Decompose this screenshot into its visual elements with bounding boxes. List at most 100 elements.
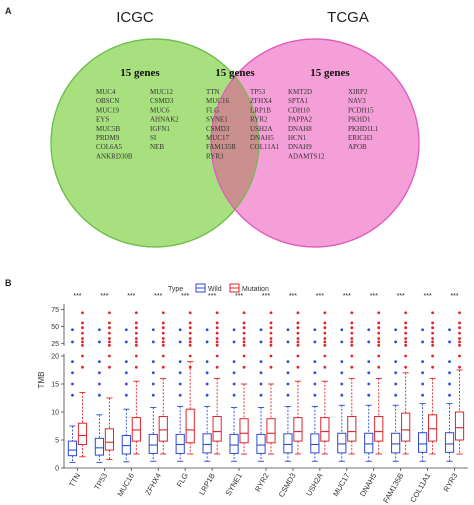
outlier-point [151, 340, 155, 344]
outlier-point [296, 340, 300, 344]
wild-outliers-USH2A [313, 328, 317, 397]
outlier-point [394, 328, 398, 332]
outlier-point [108, 331, 111, 335]
outlier-point [215, 340, 219, 344]
left-gene: SI [150, 134, 157, 142]
overlap-gene: COL11A1 [250, 143, 280, 151]
overlap-gene: MUC17 [206, 134, 229, 142]
box-wild-MUC17 [337, 404, 347, 462]
outlier-point [124, 328, 128, 332]
box-mutation-MUC16 [131, 380, 141, 455]
wild-outliers-MUC16 [124, 328, 128, 397]
outlier-point [269, 311, 273, 315]
outlier-point [350, 321, 354, 325]
right-gene: XIRP2 [348, 88, 368, 96]
mutation-outliers-TTN [81, 311, 84, 369]
outlier-point [323, 343, 327, 347]
outlier-point [134, 326, 138, 330]
significance-label: *** [100, 293, 108, 300]
mutation-outliers-ZFHX4 [161, 311, 165, 369]
outlier-point [188, 326, 192, 330]
box-mutation-USH2A [320, 380, 330, 455]
right-gene: DNAH9 [288, 143, 312, 151]
outlier-point [188, 365, 192, 369]
legend-title: Type [168, 286, 183, 293]
mutation-outliers-COL11A1 [431, 311, 434, 369]
right-gene: KMT2D [288, 88, 312, 96]
box-mutation-TP53 [104, 397, 115, 461]
outlier-point [313, 371, 317, 375]
panel-b-label: B [5, 278, 12, 288]
left-gene: PRDM9 [96, 134, 120, 142]
left-gene: MUC12 [150, 88, 173, 96]
significance-label: *** [181, 293, 189, 300]
outlier-point [269, 331, 273, 335]
outlier-point [296, 331, 300, 335]
overlap-gene: CSMD3 [206, 125, 230, 133]
legend-key-mutation [229, 283, 240, 293]
wild-outliers-MUC17 [340, 328, 344, 397]
outlier-point [215, 331, 219, 335]
outlier-point [323, 326, 327, 330]
outlier-point [367, 328, 371, 332]
outlier-point [98, 360, 101, 363]
legend: Type Wild Mutation [168, 283, 269, 293]
outlier-point [296, 311, 300, 315]
right-gene: PAPPA2 [288, 116, 313, 124]
outlier-point [323, 331, 327, 335]
outlier-point [188, 311, 192, 315]
right-gene: PKHD1L1 [348, 125, 379, 133]
box-mutation-RYR2 [266, 383, 276, 455]
outlier-point [134, 343, 138, 347]
outlier-point [269, 340, 273, 344]
x-tick-label: TP53 [92, 472, 109, 492]
outlier-point [151, 382, 155, 386]
outlier-point [421, 371, 424, 375]
mutation-outliers-USH2A [323, 311, 327, 369]
outlier-point [377, 365, 381, 369]
outlier-point [178, 393, 182, 397]
mutation-outliers-CSMD3 [296, 311, 300, 369]
outlier-point [296, 354, 300, 358]
box-wild-ZFHX4 [148, 407, 158, 462]
outlier-point [242, 337, 246, 340]
outlier-point [421, 340, 424, 344]
outlier-point [431, 354, 434, 358]
wild-outliers-ZFHX4 [151, 328, 155, 397]
outlier-point [205, 340, 209, 344]
legend-label: Wild [208, 286, 222, 293]
boxplot-chart: 0 5 10 15 20 25 50 75 TMB *** TTN *** TP53 *** MUC16 **… [37, 293, 468, 505]
outlier-point [296, 337, 300, 340]
significance-label: *** [154, 293, 162, 300]
outlier-point [98, 382, 101, 386]
outlier-point [269, 326, 273, 330]
outlier-point [404, 321, 408, 325]
left-gene: IGFN1 [150, 125, 170, 133]
box-wild-MUC16 [121, 408, 131, 463]
y-tick-label: 10 [51, 410, 59, 417]
box-wild-LRP1B [202, 405, 212, 462]
outlier-point [242, 321, 246, 325]
outlier-point [81, 326, 84, 330]
x-tick-label: TTN [67, 472, 82, 489]
legend-label: Mutation [242, 286, 269, 293]
right-gene: HCN1 [288, 134, 307, 142]
outlier-point [323, 337, 327, 340]
outlier-point [431, 340, 434, 344]
outlier-point [259, 371, 263, 375]
outlier-point [448, 393, 451, 397]
outlier-point [269, 343, 273, 347]
outlier-point [377, 331, 381, 335]
overlap-gene: LRP1B [250, 106, 271, 114]
outlier-point [134, 340, 138, 344]
outlier-point [431, 326, 434, 330]
outlier-point [161, 331, 165, 335]
outlier-point [151, 328, 155, 332]
outlier-point [431, 311, 434, 315]
right-gene: CDH10 [288, 106, 310, 114]
left-gene: MUC4 [96, 88, 116, 96]
outlier-point [350, 343, 354, 347]
outlier-point [232, 340, 236, 344]
